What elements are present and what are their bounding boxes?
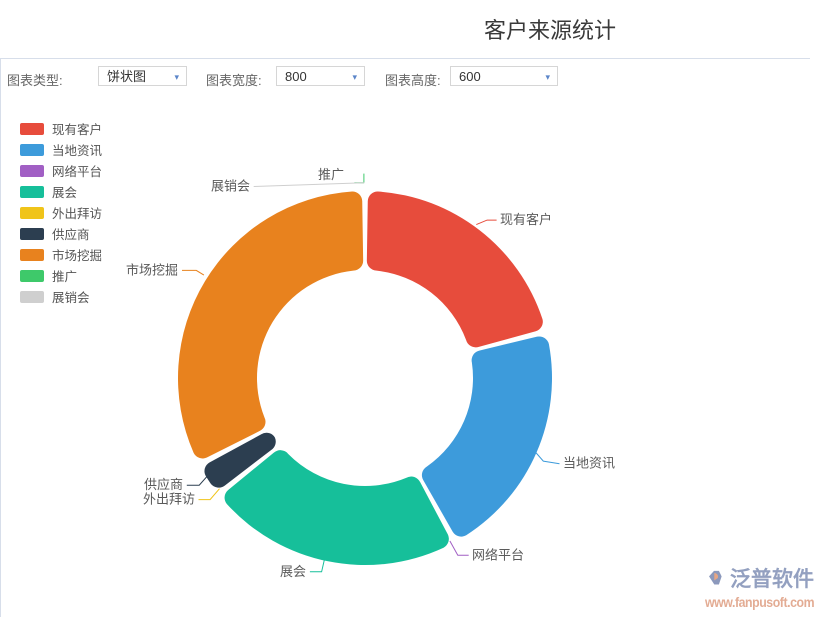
svg-text:供应商: 供应商 — [144, 477, 183, 492]
svg-text:推广: 推广 — [318, 167, 344, 182]
svg-text:展会: 展会 — [280, 564, 306, 579]
svg-text:网络平台: 网络平台 — [472, 548, 524, 563]
svg-text:当地资讯: 当地资讯 — [563, 456, 615, 471]
svg-text:市场挖掘: 市场挖掘 — [126, 263, 178, 278]
svg-text:现有客户: 现有客户 — [500, 212, 552, 227]
svg-text:展销会: 展销会 — [211, 179, 250, 194]
svg-text:外出拜访: 外出拜访 — [143, 492, 195, 507]
